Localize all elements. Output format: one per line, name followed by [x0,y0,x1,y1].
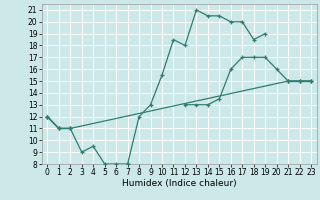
X-axis label: Humidex (Indice chaleur): Humidex (Indice chaleur) [122,179,236,188]
